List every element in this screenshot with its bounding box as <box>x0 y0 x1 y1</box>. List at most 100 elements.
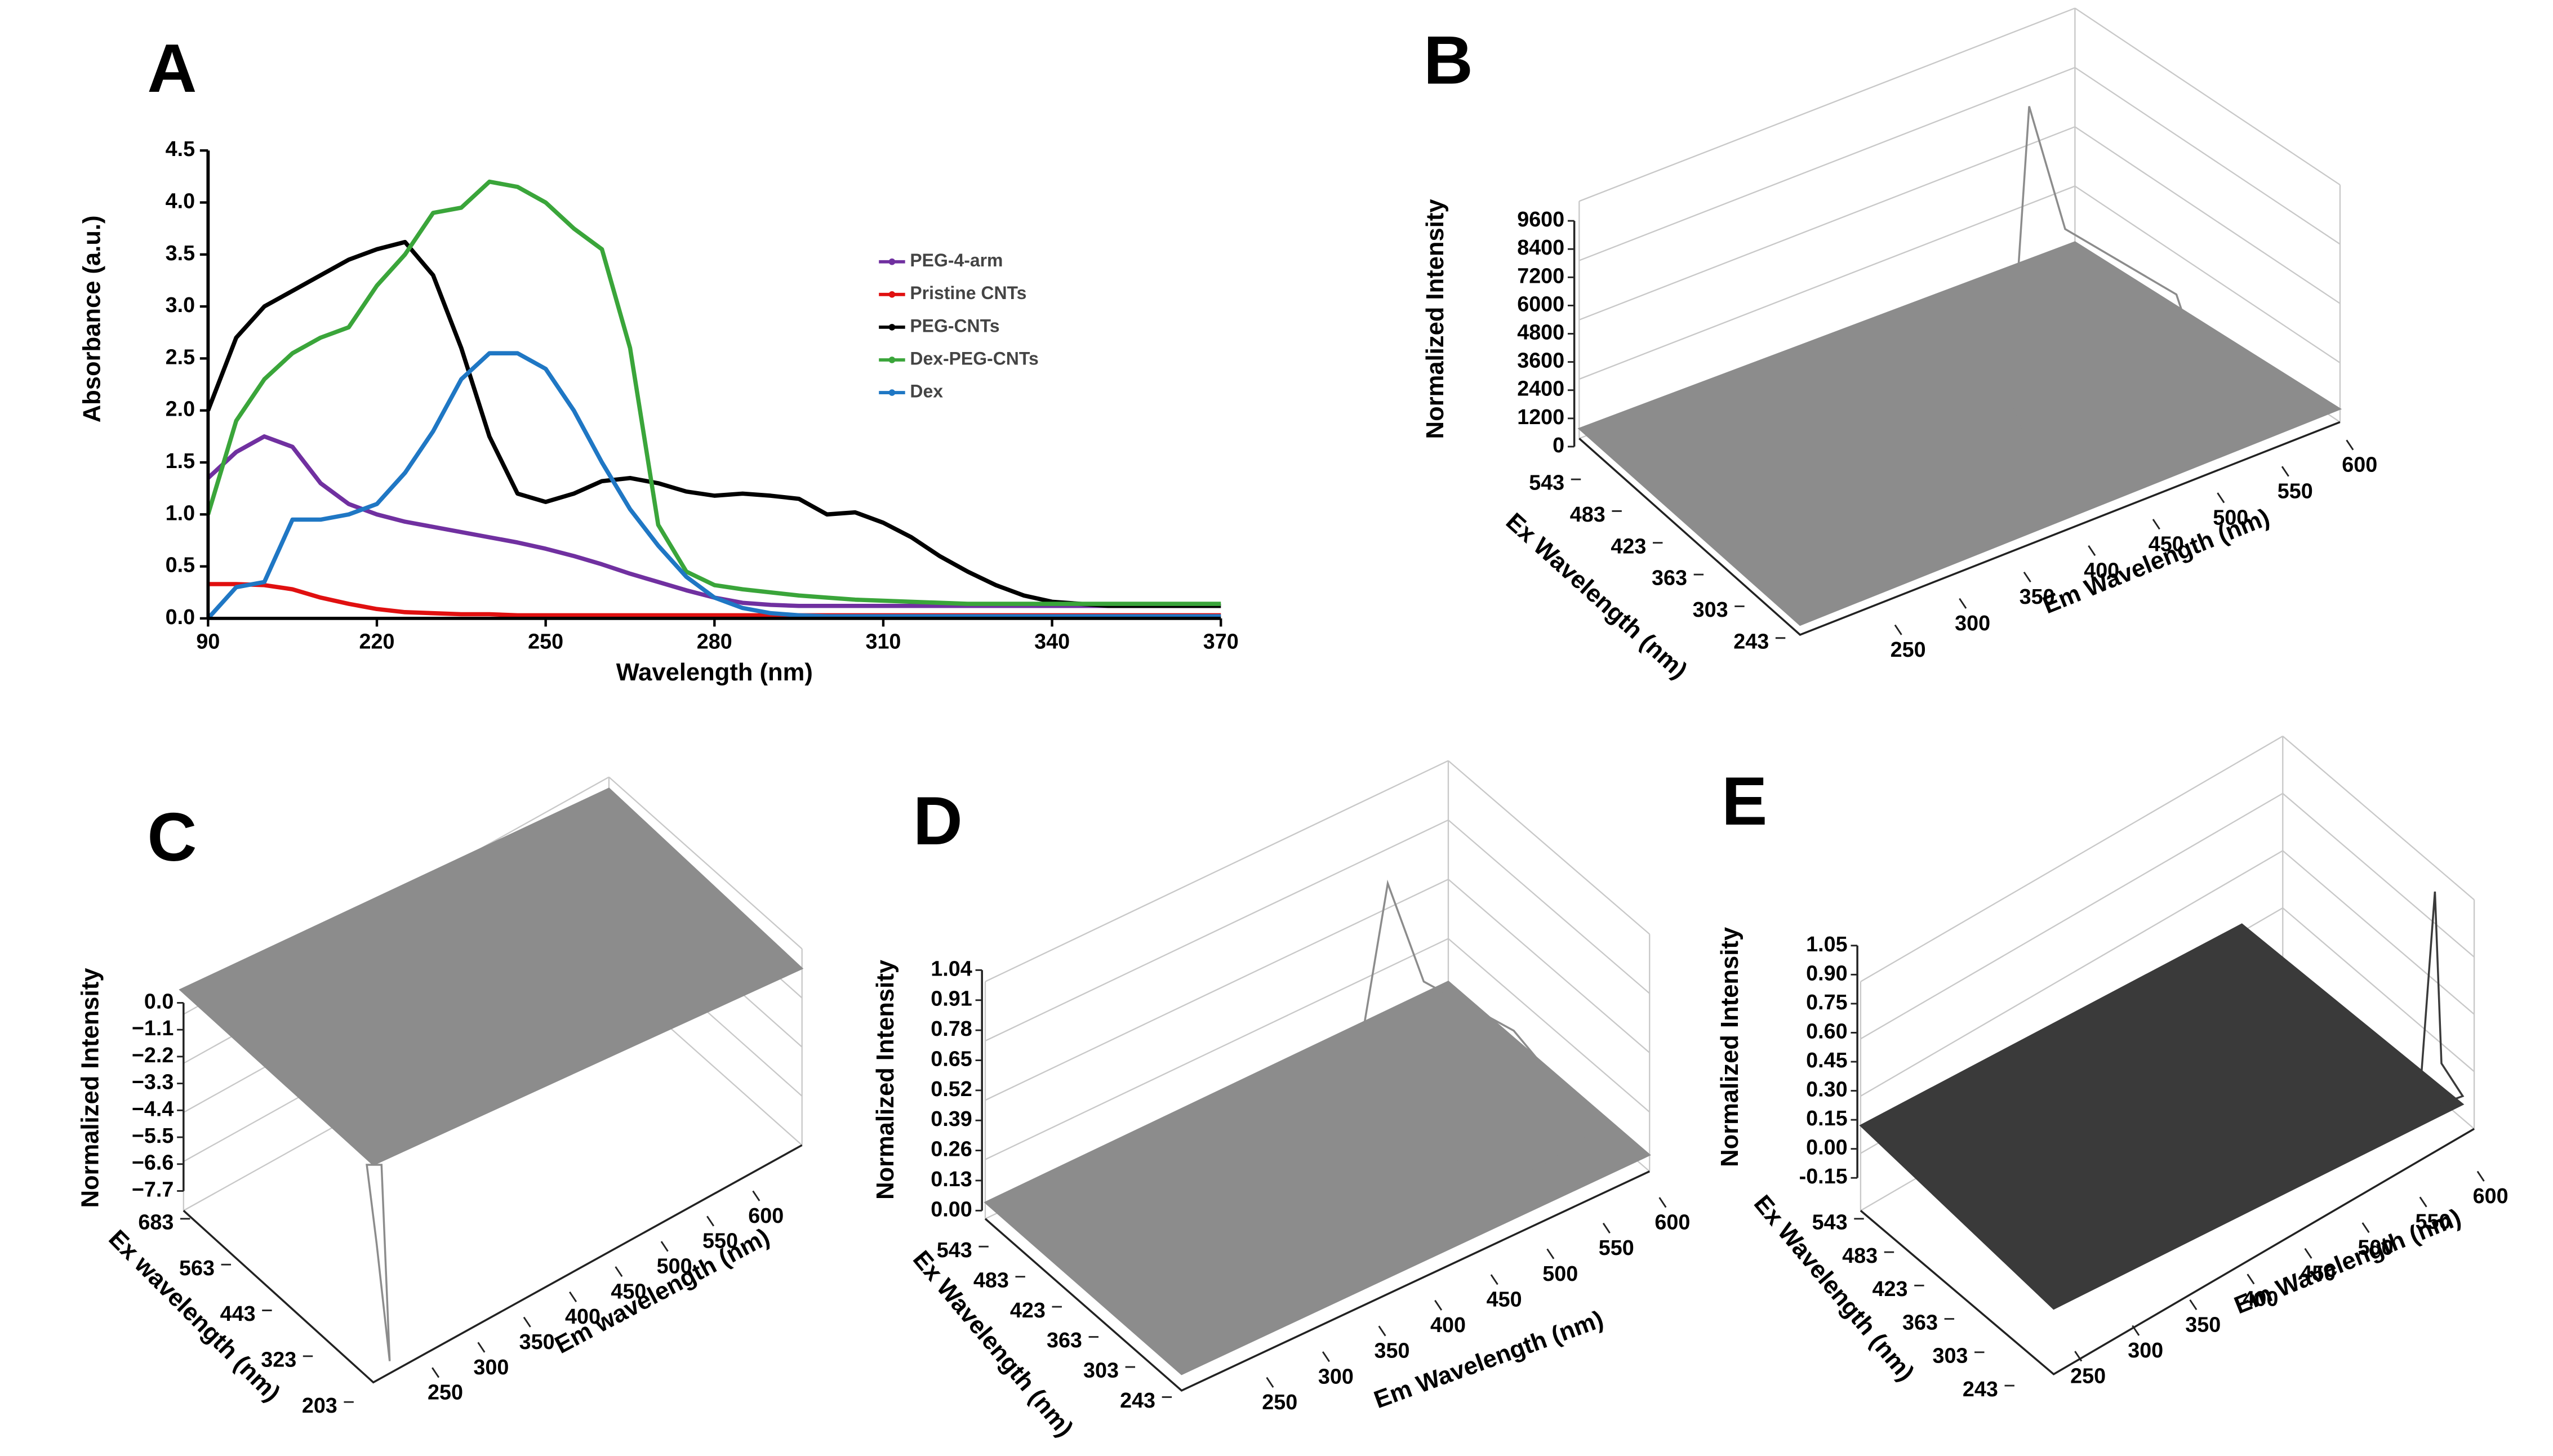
em-tick-label: 350 <box>519 1330 555 1353</box>
ex-tick-label: 683 <box>138 1210 174 1234</box>
z-tick-label: 0 <box>1553 433 1564 457</box>
ex-tick-label: 483 <box>1842 1244 1878 1267</box>
em-tick <box>1602 1222 1611 1234</box>
y-tick-label: 2.0 <box>166 397 195 421</box>
em-tick <box>1658 1197 1667 1208</box>
em-tick-label: 400 <box>1430 1313 1466 1337</box>
em-tick-label: 300 <box>2128 1338 2163 1362</box>
wall-grid <box>2282 850 2475 1015</box>
z-tick-label: 0.13 <box>931 1167 972 1191</box>
em-tick <box>1894 624 1902 635</box>
em-tick-label: 600 <box>2473 1184 2508 1208</box>
z-tick-label: −3.3 <box>132 1070 174 1094</box>
floor-edge <box>1578 421 2341 636</box>
y-tick-label: 2.5 <box>166 345 195 368</box>
ex-tick-label: 203 <box>302 1393 337 1417</box>
z-tick-label: 4800 <box>1517 320 1564 344</box>
em-tick <box>660 1241 669 1252</box>
z-tick-label: 0.30 <box>1806 1077 1847 1101</box>
series-line <box>206 239 1221 608</box>
wall-grid <box>1448 879 1650 1053</box>
em-tick <box>2088 545 2096 556</box>
em-tick <box>569 1291 577 1302</box>
z-tick-label: 7200 <box>1517 264 1564 287</box>
y-tick-label: 3.0 <box>166 293 195 317</box>
em-tick <box>2304 1248 2312 1259</box>
em-tick-label: 550 <box>702 1229 738 1253</box>
y-tick-label: 4.5 <box>166 137 195 161</box>
em-tick <box>2361 1222 2370 1234</box>
legend-dot <box>888 324 896 331</box>
ex-axis-label: Ex Wavelength (nm) <box>1501 508 1692 684</box>
em-tick-label: 550 <box>1599 1236 1634 1259</box>
em-tick-label: 400 <box>2243 1287 2278 1311</box>
z-tick-label: 2400 <box>1517 377 1564 400</box>
y-tick-label: 4.0 <box>166 189 195 212</box>
ex-tick-label: 423 <box>1010 1298 1046 1322</box>
y-axis-label: Absorbance (a.u.) <box>79 215 106 422</box>
em-tick-label: 500 <box>2213 506 2248 529</box>
legend-dot <box>888 291 896 298</box>
wall-grid <box>2282 907 2475 1072</box>
em-tick-label: 300 <box>1318 1364 1354 1388</box>
em-tick-label: 450 <box>611 1279 646 1303</box>
x-tick-label: 310 <box>865 629 901 653</box>
em-tick <box>2132 1325 2140 1336</box>
em-tick-label: 500 <box>657 1254 692 1278</box>
x-axis-label: Wavelength (nm) <box>616 659 813 686</box>
y-tick-label: 1.0 <box>166 501 195 524</box>
series-line <box>206 179 1221 606</box>
z-tick-label: 0.60 <box>1806 1019 1847 1043</box>
z-tick-label: −5.5 <box>132 1124 174 1147</box>
panel-letter: C <box>147 799 197 875</box>
floor-edge <box>1860 1128 2475 1375</box>
z-tick-label: 0.26 <box>931 1137 972 1161</box>
em-tick <box>2247 1274 2255 1285</box>
z-axis-label: Normalized Intensity <box>1716 927 1743 1167</box>
ex-tick-label: 543 <box>1812 1210 1848 1234</box>
ex-tick-label: 563 <box>179 1256 215 1280</box>
em-tick-label: 450 <box>2149 532 2184 555</box>
z-tick-label: −2.2 <box>132 1043 174 1067</box>
z-tick-label: 3600 <box>1517 349 1564 372</box>
surface <box>179 787 804 1166</box>
ex-tick-label: 543 <box>937 1238 972 1262</box>
z-tick-label: 0.52 <box>931 1077 972 1101</box>
surface-peak <box>2417 891 2465 1114</box>
ex-tick-label: 243 <box>1120 1388 1155 1412</box>
em-tick-label: 250 <box>1891 638 1926 661</box>
ex-tick-label: 363 <box>1047 1328 1082 1352</box>
floor-edge <box>984 1170 1650 1392</box>
wall-grid <box>1860 850 2283 1097</box>
em-tick-label: 550 <box>2278 479 2313 503</box>
y-tick-label: 0.0 <box>166 605 195 629</box>
em-tick <box>2152 519 2160 530</box>
ex-tick-label: 303 <box>1932 1344 1968 1368</box>
z-tick-label: −1.1 <box>132 1016 174 1040</box>
em-tick-label: 400 <box>2084 558 2119 582</box>
z-tick-label: 8400 <box>1517 235 1564 259</box>
z-tick-label: 1.04 <box>931 956 972 980</box>
z-tick-label: 0.15 <box>1806 1106 1847 1130</box>
legend-label: Pristine CNTs <box>910 283 1026 303</box>
z-axis-label: Normalized Intensity <box>1422 199 1449 439</box>
surface-peak <box>2008 106 2202 492</box>
legend-label: PEG-CNTs <box>910 315 999 336</box>
em-tick-label: 600 <box>2342 453 2377 477</box>
ex-tick-label: 483 <box>973 1268 1009 1292</box>
wall-grid <box>2074 126 2341 304</box>
z-tick-label: 0.90 <box>1806 961 1847 985</box>
panel-letter: B <box>1424 21 1473 98</box>
ex-tick-label: 363 <box>1652 566 1687 590</box>
em-tick-label: 600 <box>1654 1210 1690 1234</box>
wall-grid <box>1578 185 2075 380</box>
box-edge <box>985 760 1449 982</box>
em-tick-label: 350 <box>1374 1339 1409 1363</box>
series-line <box>206 351 1221 620</box>
wall-grid <box>985 879 1449 1101</box>
z-tick-label: 0.0 <box>144 989 174 1013</box>
series-line <box>206 434 1221 608</box>
em-tick <box>1959 598 1967 609</box>
z-tick-label: 0.45 <box>1806 1048 1847 1072</box>
